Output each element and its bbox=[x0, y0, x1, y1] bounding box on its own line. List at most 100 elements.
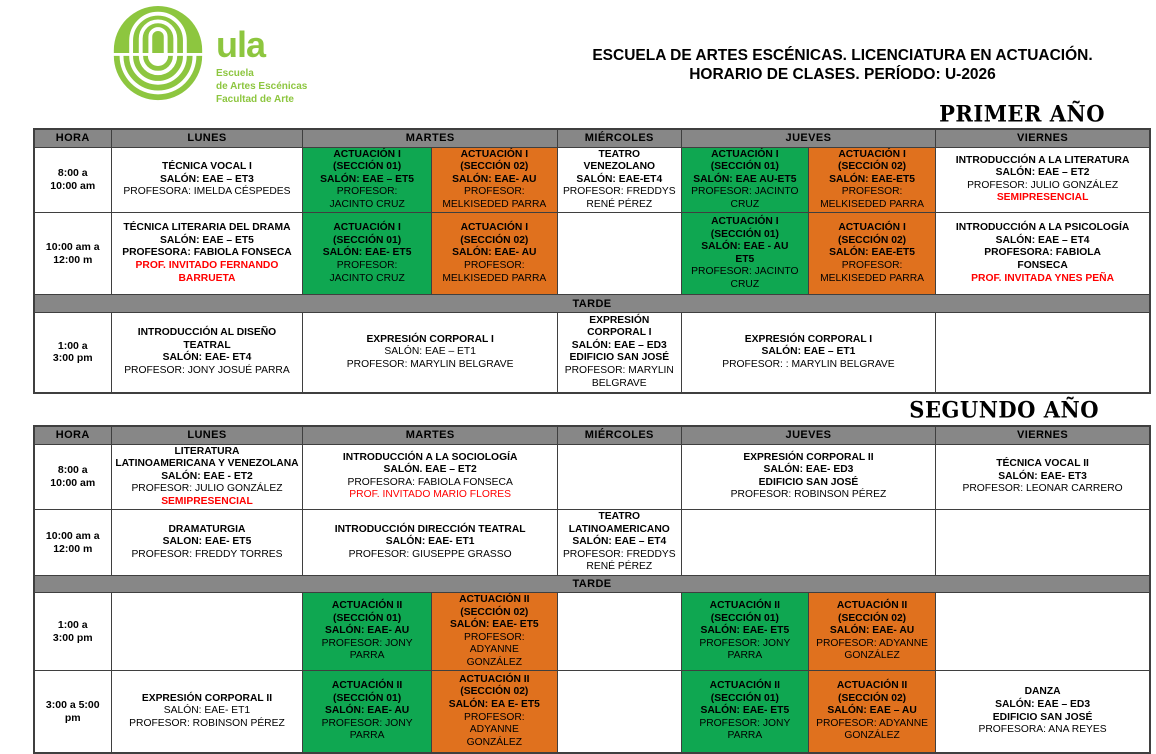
cell-line: JACINTO CRUZ bbox=[329, 198, 405, 210]
cell-line: MELKISEDED PARRA bbox=[820, 198, 925, 210]
schedule-cell: INTRODUCCIÓN A LA PSICOLOGÍA SALÓN: EAE –… bbox=[935, 212, 1151, 296]
cell-line: SALÓN: EAE- AU bbox=[324, 705, 410, 717]
cell-line: 10:00 am bbox=[50, 476, 96, 489]
cell-line: ADYANNE bbox=[469, 724, 519, 736]
column-header: LUNES bbox=[110, 128, 304, 148]
column-header: MIÉRCOLES bbox=[556, 128, 682, 148]
cell-line: EDIFICIO SAN JOSÉ bbox=[569, 352, 670, 364]
cell-line: SALÓN: EAE – ET1 bbox=[384, 346, 476, 358]
cell-line: MELKISEDED PARRA bbox=[442, 272, 547, 284]
cell-line: GONZÁLEZ bbox=[844, 730, 900, 742]
cell-line: PARRA bbox=[727, 650, 763, 662]
cell-line: SALON: EAE- ET5 bbox=[162, 536, 252, 548]
cell-line: JACINTO CRUZ bbox=[329, 272, 405, 284]
schedule-cell: EXPRESIÓN CORPORAL I SALÓN: EAE – ET1 PROF… bbox=[680, 312, 937, 394]
cell-line: PROF. INVITADO FERNANDO BARRUETA bbox=[135, 260, 279, 284]
schedule-cell: DANZA SALÓN: EAE – ED3 EDIFICIO SAN JOSÉ PR… bbox=[935, 670, 1151, 754]
logo-subtitle-line3: Facultad de Arte bbox=[216, 94, 294, 106]
cell-line: PARRA bbox=[349, 650, 385, 662]
cell-line: PROFESOR: ROBINSON PÉREZ bbox=[129, 717, 285, 729]
schedule-cell bbox=[556, 591, 682, 672]
column-header: HORA bbox=[33, 425, 112, 445]
cell-line: PARRA bbox=[727, 730, 763, 742]
cell-line: INTRODUCCIÓN A LA LITERATURA bbox=[955, 154, 1130, 166]
cell-line: ACTUACIÓN II bbox=[836, 600, 908, 612]
cell-line: SALÓN: EAE- AU bbox=[324, 625, 410, 637]
cell-line: RENÉ PÉREZ bbox=[586, 561, 653, 573]
cell-line: (SECCIÓN 01) bbox=[333, 234, 402, 246]
cell-line: SALÓN: EAE – ED3 bbox=[995, 698, 1091, 710]
schedule-cell: ACTUACIÓN II (SECCIÓN 01) SALÓN: EAE- AU PR… bbox=[302, 670, 432, 754]
schedule-cell: TÉCNICA VOCAL II SALÓN: EAE- ET3 PROFESOR:… bbox=[935, 443, 1151, 511]
schedule-cell bbox=[556, 670, 682, 754]
cell-line: PROFESOR: JONY bbox=[699, 717, 791, 729]
schedule-cell bbox=[110, 591, 304, 672]
logo-text: ula Escuela de Artes Escénicas Facultad … bbox=[216, 24, 307, 106]
tarde-band: TARDE bbox=[33, 574, 1151, 593]
cell-line: PROFESORA: ANA REYES bbox=[978, 724, 1107, 736]
cell-line: EDIFICIO SAN JOSÉ bbox=[992, 711, 1093, 723]
schedule-cell bbox=[935, 509, 1151, 576]
schedule-cell bbox=[935, 591, 1151, 672]
schedule-cell: INTRODUCCIÓN AL DISEÑO TEATRAL SALÓN: EAE-… bbox=[110, 312, 304, 394]
cell-line: (SECCIÓN 01) bbox=[333, 161, 402, 173]
schedule-cell: ACTUACIÓN I (SECCIÓN 02) SALÓN: EAE-ET5 PRO… bbox=[807, 212, 937, 296]
column-header: HORA bbox=[33, 128, 112, 148]
cell-line: SEMIPRESENCIAL bbox=[996, 192, 1089, 204]
cell-line: PROFESOR: FREDDYS RENÉ PÉREZ bbox=[562, 186, 676, 210]
cell-line: 3:00 pm bbox=[52, 352, 93, 365]
cell-line: SALÓN: EAE – ET3 bbox=[160, 173, 254, 185]
cell-line: PROFESOR: bbox=[841, 260, 903, 271]
cell-line: PROFESOR: : MARYLIN BELGRAVE bbox=[722, 358, 895, 370]
cell-line: SALÓN: EAE- ET5 bbox=[322, 247, 412, 259]
schedule-cell: EXPRESIÓN CORPORAL II SALÓN: EAE- ED3 EDIF… bbox=[680, 443, 937, 511]
cell-line: EXPRESIÓN CORPORAL II bbox=[743, 451, 874, 463]
cell-line: PROFESOR: JONY JOSUÉ PARRA bbox=[124, 365, 290, 377]
schedule-cell: TEATRO LATINOAMERICANO SALÓN: EAE – ET4 PRO… bbox=[556, 509, 682, 576]
cell-line: PROFESOR: FREDDYS bbox=[562, 548, 676, 560]
schedule-cell: ACTUACIÓN I (SECCIÓN 02) SALÓN: EAE- AU PRO… bbox=[430, 212, 558, 296]
cell-line: PROFESOR: LEONAR CARRERO bbox=[962, 483, 1123, 495]
schedule-cell: ACTUACIÓN II (SECCIÓN 01) SALÓN: EAE- ET5 P… bbox=[680, 670, 809, 754]
cell-line: (SECCIÓN 01) bbox=[710, 692, 779, 704]
schedule-cell: TÉCNICA VOCAL I SALÓN: EAE – ET3 PROFESORA… bbox=[110, 146, 304, 214]
cell-line: ET5 bbox=[735, 253, 755, 265]
cell-line: PROFESOR: JONY bbox=[321, 717, 413, 729]
cell-line: SALÓN: EAE- ET1 bbox=[163, 705, 251, 717]
cell-line: PROFESORA: FABIOLA FONSECA bbox=[122, 247, 292, 259]
column-header: JUEVES bbox=[680, 128, 937, 148]
cell-line: (SECCIÓN 02) bbox=[838, 161, 907, 173]
cell-line: PROFESOR: ROBINSON PÉREZ bbox=[730, 489, 887, 501]
cell-line: PROFESOR: bbox=[336, 260, 398, 271]
cell-line: PROFESOR: MARYLIN BELGRAVE bbox=[346, 358, 514, 370]
schedule-cell: ACTUACIÓN II (SECCIÓN 01) SALÓN: EAE- ET5 P… bbox=[680, 591, 809, 672]
cell-line: EDIFICIO SAN JOSÉ bbox=[758, 476, 859, 488]
cell-line: INTRODUCCIÓN A LA SOCIOLOGÍA bbox=[342, 451, 518, 463]
cell-line: SALÓN: EAE – ET1 bbox=[761, 346, 856, 358]
cell-line: DRAMATURGIA bbox=[168, 523, 246, 535]
cell-line: SALÓN: EAE – ET5 bbox=[320, 173, 415, 185]
cell-line: SALÓN: EAE-ET5 bbox=[829, 173, 915, 185]
cell-line: ACTUACIÓN II bbox=[331, 600, 403, 612]
time-cell: 3:00 a 5:00 pm bbox=[33, 670, 112, 754]
cell-line: SALÓN. EAE – ET2 bbox=[383, 464, 477, 476]
cell-line: PARRA bbox=[349, 730, 385, 742]
cell-line: LITERATURA bbox=[174, 445, 240, 457]
cell-line: SALÓN: EAE – ET4 bbox=[572, 536, 667, 548]
schedule-cell: INTRODUCCIÓN A LA LITERATURA SALÓN: EAE –… bbox=[935, 146, 1151, 214]
cell-line: BELGRAVE bbox=[591, 377, 647, 389]
cell-line: PROFESOR: JULIO GONZÁLEZ bbox=[131, 483, 283, 495]
ula-brand-text: ula bbox=[216, 24, 266, 65]
cell-line: EXPRESIÓN CORPORAL I bbox=[366, 333, 494, 345]
cell-line: ACTUACIÓN II bbox=[459, 593, 530, 605]
cell-line: ADYANNE bbox=[469, 644, 519, 656]
cell-line: (SECCIÓN 02) bbox=[838, 234, 907, 246]
schedule-cell bbox=[680, 509, 937, 576]
cell-line: (SECCIÓN 02) bbox=[460, 606, 529, 618]
cell-line: 3:00 a 5:00 pm bbox=[45, 698, 100, 724]
cell-line: ACTUACIÓN I bbox=[838, 222, 906, 234]
cell-line: 12:00 m bbox=[53, 542, 93, 555]
cell-line: SALÓN: EAE- AU bbox=[829, 625, 915, 637]
cell-line: (SECCIÓN 01) bbox=[710, 228, 779, 240]
schedule-cell: ACTUACIÓN II (SECCIÓN 02) SALÓN: EAE- AU PR… bbox=[807, 591, 937, 672]
